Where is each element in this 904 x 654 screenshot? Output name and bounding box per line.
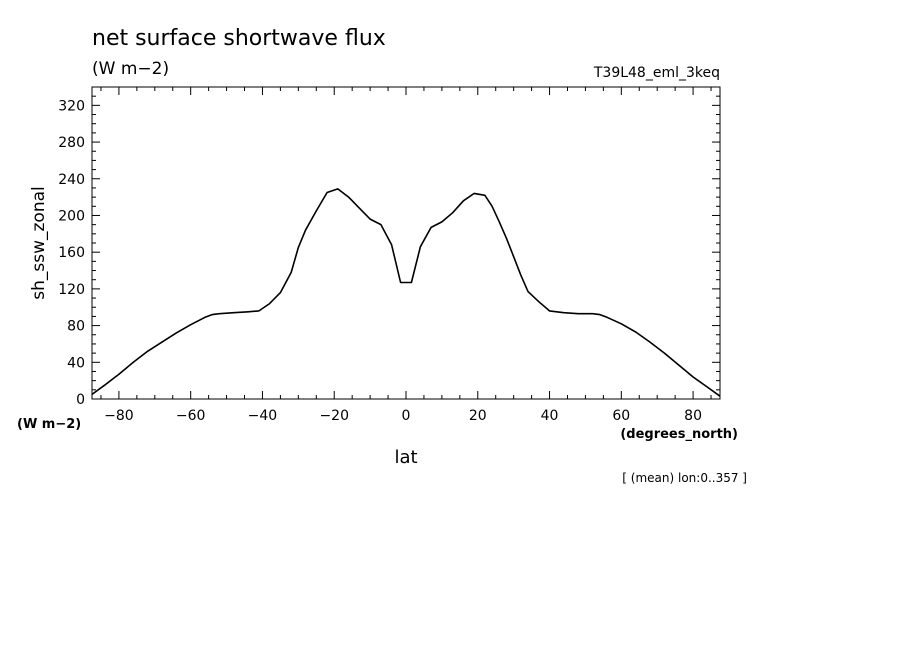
experiment-label: T39L48_eml_3keq (593, 65, 720, 81)
chart-units: (W m−2) (92, 59, 169, 79)
y-tick-label: 320 (58, 98, 85, 114)
y-tick-label: 80 (67, 319, 85, 335)
y-tick-label: 200 (58, 208, 85, 224)
y-axis-units: (W m−2) (17, 417, 81, 432)
y-tick-label: 120 (58, 282, 85, 298)
averaging-note: [ (mean) lon:0..357 ] (622, 471, 747, 485)
x-tick-label: −60 (176, 408, 206, 424)
x-tick-labels: −80 −60 −40 −20 0 20 40 60 80 (104, 408, 702, 424)
x-tick-label: −80 (104, 408, 134, 424)
y-tick-label: 240 (58, 172, 85, 188)
y-tick-label: 160 (58, 245, 85, 261)
chart-title: net surface shortwave flux (92, 26, 386, 51)
y-tick-label: 0 (76, 392, 85, 408)
series-line (91, 188, 721, 397)
x-tick-label: −20 (319, 408, 349, 424)
axis-ticks (92, 86, 720, 400)
x-tick-label: 0 (402, 408, 411, 424)
x-axis-units: (degrees_north) (620, 427, 738, 442)
x-tick-label: 80 (684, 408, 702, 424)
y-tick-labels: 0 40 80 120 160 200 240 280 320 (58, 98, 85, 408)
x-tick-label: −40 (248, 408, 278, 424)
y-tick-label: 40 (67, 355, 85, 371)
x-tick-label: 40 (541, 408, 559, 424)
y-axis-label: sh_ssw_zonal (29, 186, 49, 300)
x-tick-label: 20 (469, 408, 487, 424)
plot-frame (91, 86, 721, 400)
x-axis-label: lat (394, 447, 417, 468)
x-tick-label: 60 (612, 408, 630, 424)
y-tick-label: 280 (58, 135, 85, 151)
